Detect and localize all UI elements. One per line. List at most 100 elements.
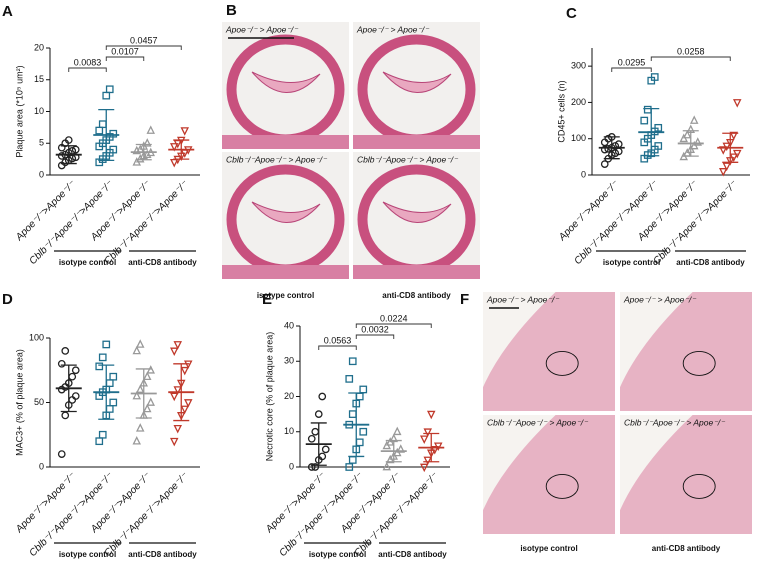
image-caption: Apoe⁻/⁻ > Apoe⁻/⁻ xyxy=(623,294,697,304)
p-value: 0.0457 xyxy=(130,35,158,45)
data-point xyxy=(57,450,66,458)
necrotic-core xyxy=(682,350,716,376)
y-axis-label: Plaque area (*10⁵ um²) xyxy=(14,65,24,157)
data-point xyxy=(132,345,142,355)
significance-bracket xyxy=(650,56,731,61)
necrotic-core xyxy=(545,473,579,499)
image-caption: Apoe⁻/⁻ > Apoe⁻/⁻ xyxy=(356,24,430,34)
group-label: isotype control xyxy=(603,258,660,267)
lumen xyxy=(483,415,556,511)
data-point xyxy=(729,153,739,163)
p-value: 0.0083 xyxy=(74,57,102,67)
data-point xyxy=(109,372,118,381)
group-label: isotype control xyxy=(59,258,116,267)
x-tick-label: Apoe⁻/⁻>Apoe⁻/⁻ xyxy=(263,471,328,536)
data-point xyxy=(109,145,118,154)
data-point xyxy=(307,434,316,443)
data-point xyxy=(433,442,443,452)
significance-bracket xyxy=(105,56,145,61)
data-point xyxy=(654,142,663,150)
data-point xyxy=(345,375,354,383)
data-point xyxy=(142,403,152,413)
data-point xyxy=(169,143,179,152)
lumen xyxy=(483,292,556,388)
lumen xyxy=(620,415,693,511)
necrotic-core xyxy=(545,350,579,376)
data-point xyxy=(311,427,320,436)
data-point xyxy=(689,115,699,124)
data-point xyxy=(682,129,692,139)
data-point xyxy=(102,340,111,349)
panel-letter: D xyxy=(2,291,13,308)
panel-letter: F xyxy=(460,291,469,308)
data-point xyxy=(419,463,429,473)
data-point xyxy=(426,410,436,420)
plaque xyxy=(382,71,452,93)
data-point xyxy=(423,428,433,437)
data-point xyxy=(396,444,406,453)
data-point xyxy=(105,379,114,388)
data-point xyxy=(105,85,114,94)
data-point xyxy=(64,136,73,144)
panel-letter: E xyxy=(262,291,272,308)
y-tick-label: 20 xyxy=(34,42,44,52)
group-label: anti-CD8 antibody xyxy=(652,544,721,553)
data-point xyxy=(71,392,80,400)
data-point xyxy=(693,137,703,146)
data-point xyxy=(311,463,320,471)
data-point xyxy=(169,392,179,402)
data-point xyxy=(146,365,156,374)
data-point xyxy=(109,398,118,407)
group-label: anti-CD8 antibody xyxy=(378,550,447,559)
significance-bracket xyxy=(355,323,432,328)
data-point xyxy=(359,385,368,394)
data-point xyxy=(321,445,330,454)
data-point xyxy=(57,359,66,368)
y-tick-label: 20 xyxy=(284,391,294,401)
data-point xyxy=(95,362,104,371)
group-label: anti-CD8 antibody xyxy=(128,550,197,559)
data-point xyxy=(169,347,179,357)
y-tick-label: 0 xyxy=(39,169,44,179)
lumen xyxy=(620,292,693,388)
p-value: 0.0295 xyxy=(618,57,646,67)
data-point xyxy=(392,426,402,436)
data-point xyxy=(183,399,193,408)
y-tick-label: 0 xyxy=(289,461,294,471)
data-point xyxy=(109,129,118,138)
data-point xyxy=(732,149,742,159)
tissue xyxy=(353,265,480,279)
data-point xyxy=(314,410,323,418)
data-point xyxy=(173,341,183,350)
p-value: 0.0224 xyxy=(380,313,408,323)
data-point xyxy=(132,390,142,400)
data-point xyxy=(650,73,659,81)
data-point xyxy=(169,437,179,447)
data-point xyxy=(180,405,190,415)
data-point xyxy=(430,446,440,455)
data-point xyxy=(348,357,357,366)
significance-bracket xyxy=(105,45,182,50)
y-axis-label: CD45+ cells (n) xyxy=(556,80,566,142)
y-tick-label: 100 xyxy=(571,133,586,143)
image-caption: Apoe⁻/⁻ > Apoe⁻/⁻ xyxy=(486,294,560,304)
image-caption: Apoe⁻/⁻ > Apoe⁻/⁻ xyxy=(225,24,299,34)
image-caption: Cblb⁻/⁻Apoe⁻/⁻ > Apoe⁻/⁻ xyxy=(357,154,459,164)
data-point xyxy=(382,461,392,471)
panel-letter: A xyxy=(2,3,13,20)
p-value: 0.0563 xyxy=(324,335,352,345)
image-caption: Cblb⁻/⁻Apoe⁻/⁻ > Apoe⁻/⁻ xyxy=(487,417,589,427)
tissue xyxy=(222,135,349,149)
necrotic-core xyxy=(682,473,716,499)
group-label: anti-CD8 antibody xyxy=(382,291,451,300)
data-point xyxy=(95,126,104,135)
group-label: anti-CD8 antibody xyxy=(128,258,197,267)
tissue xyxy=(222,265,349,279)
plaque xyxy=(251,201,321,223)
data-point xyxy=(71,366,80,375)
data-point xyxy=(142,138,152,147)
data-point xyxy=(355,392,364,401)
data-point xyxy=(654,123,663,132)
y-axis-label: MAC3+ (% of plaque area) xyxy=(14,349,24,456)
data-point xyxy=(640,116,649,125)
